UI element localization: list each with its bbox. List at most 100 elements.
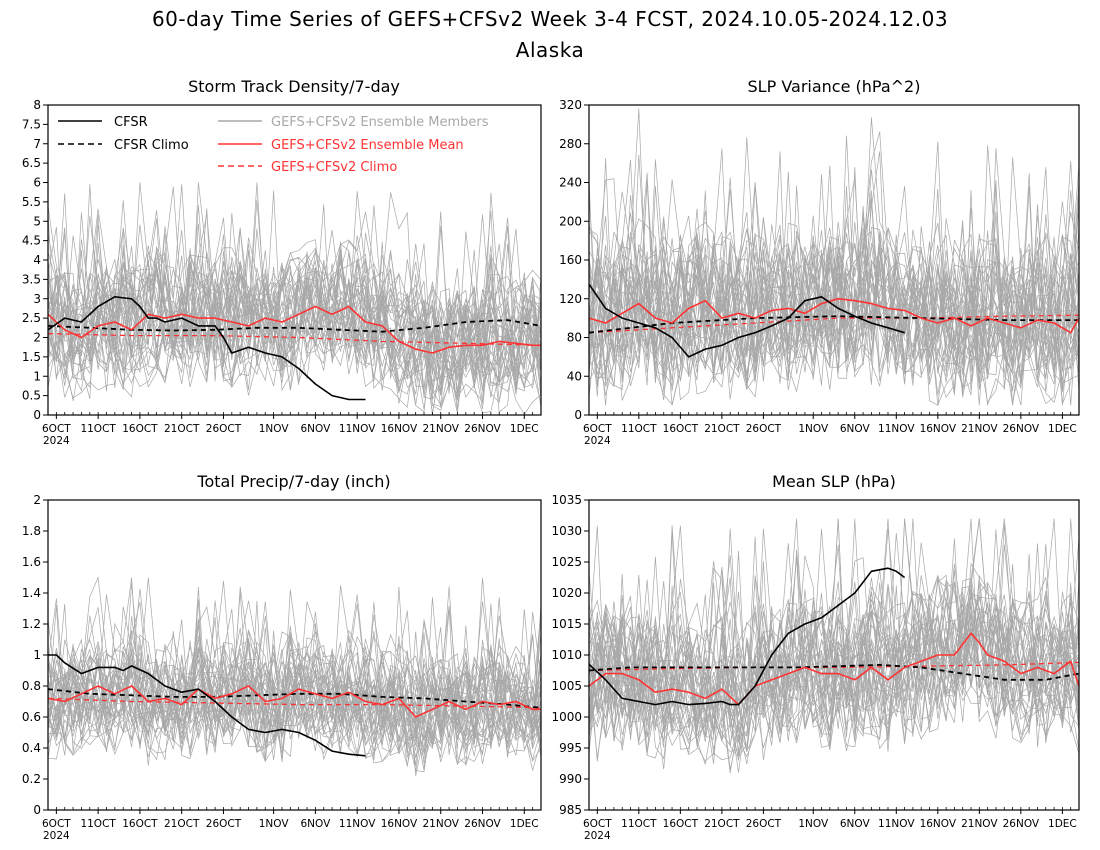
x-tick-label: 1NOV bbox=[798, 423, 829, 435]
y-tick-label: 2 bbox=[33, 331, 41, 345]
y-tick-label: 3 bbox=[33, 292, 41, 306]
x-tick-label: 21OCT bbox=[164, 818, 200, 830]
x-tick-label: 26NOV bbox=[464, 423, 501, 435]
x-tick-label: 26NOV bbox=[1003, 423, 1040, 435]
x-tick-label: 6NOV bbox=[840, 818, 871, 830]
series-ens-mean bbox=[588, 297, 1080, 334]
ensemble-member-line bbox=[588, 216, 1080, 385]
x-year-label: 2024 bbox=[584, 435, 611, 447]
ensemble-member-line bbox=[588, 555, 1080, 773]
y-tick-label: 1035 bbox=[551, 493, 582, 507]
y-tick-label: 985 bbox=[559, 803, 582, 817]
y-tick-label: 990 bbox=[559, 772, 582, 786]
ensemble-member-line bbox=[47, 182, 542, 379]
x-tick-label: 1NOV bbox=[259, 423, 290, 435]
x-tick-label: 6OCT bbox=[583, 818, 612, 830]
x-tick-label: 11OCT bbox=[621, 818, 657, 830]
x-tick-label: 1DEC bbox=[510, 423, 539, 435]
panel-title: Total Precip/7-day (inch) bbox=[196, 472, 390, 491]
y-tick-label: 320 bbox=[559, 98, 582, 112]
x-tick-label: 1DEC bbox=[1048, 423, 1077, 435]
ensemble-member-line bbox=[47, 200, 542, 394]
plot-area: 0 0.5 1 1.5 2 2.5 3 3.5 4 4.5 5 5.5 6 6.5 7 7.5 8 6OCT 11O… bbox=[22, 98, 542, 447]
ensemble-member-line bbox=[47, 582, 542, 755]
plot-area: 0 40 80 120 160 200 240 280 320 6OCT 11OCT 16OCT 21O… bbox=[559, 98, 1080, 447]
y-tick-label: 7.5 bbox=[22, 117, 41, 131]
x-tick-label: 1DEC bbox=[1048, 818, 1077, 830]
y-tick-label: 1 bbox=[33, 369, 41, 383]
y-tick-label: 5.5 bbox=[22, 195, 41, 209]
x-tick-label: 21NOV bbox=[422, 818, 459, 830]
y-tick-label: 1.4 bbox=[22, 586, 41, 600]
x-year-label: 2024 bbox=[43, 830, 70, 842]
y-tick-label: 1000 bbox=[551, 710, 582, 724]
series-cfsr-climo bbox=[47, 688, 542, 709]
x-tick-label: 16OCT bbox=[663, 423, 699, 435]
y-tick-label: 1010 bbox=[551, 648, 582, 662]
x-tick-label: 16OCT bbox=[122, 423, 158, 435]
x-tick-label: 26NOV bbox=[1003, 818, 1040, 830]
ensemble-member-line bbox=[588, 518, 1080, 709]
y-tick-label: 1025 bbox=[551, 555, 582, 569]
y-tick-label: 280 bbox=[559, 137, 582, 151]
x-tick-label: 26NOV bbox=[464, 818, 501, 830]
ensemble-member-line bbox=[48, 658, 542, 758]
ensemble-member-line bbox=[47, 253, 542, 389]
y-tick-label: 0.8 bbox=[22, 679, 41, 693]
ensemble-member-line bbox=[588, 518, 1080, 765]
series-ens-mean bbox=[47, 685, 541, 718]
x-tick-label: 11NOV bbox=[339, 818, 376, 830]
series-cfsr bbox=[47, 295, 366, 401]
x-tick-label: 1NOV bbox=[798, 818, 829, 830]
ensemble-member-line bbox=[47, 262, 542, 405]
legend-label-gefs-climo: GEFS+CFSv2 Climo bbox=[271, 160, 397, 175]
ensemble-member-line bbox=[47, 229, 542, 385]
series-cfsr bbox=[588, 283, 905, 358]
y-tick-label: 6 bbox=[33, 176, 41, 190]
ensemble-member-line bbox=[588, 557, 1080, 717]
panel-title: SLP Variance (hPa^2) bbox=[748, 77, 921, 96]
x-year-label: 2024 bbox=[584, 830, 611, 842]
ensemble-member-line bbox=[47, 606, 542, 731]
ensemble-member-line bbox=[47, 670, 542, 776]
ensemble-members bbox=[588, 518, 1080, 774]
figure-title: 60-day Time Series of GEFS+CFSv2 Week 3-… bbox=[152, 7, 948, 31]
ensemble-member-line bbox=[588, 137, 1080, 379]
y-tick-label: 3.5 bbox=[22, 272, 41, 286]
x-tick-label: 26OCT bbox=[206, 818, 242, 830]
panel-mean-slp: Mean SLP (hPa) 985 990 995 1000 1005 1010 1015… bbox=[551, 472, 1080, 842]
legend-label-cfsr: CFSR bbox=[114, 115, 148, 130]
ensemble-member-line bbox=[47, 633, 542, 760]
figure-subtitle: Alaska bbox=[516, 38, 584, 62]
y-tick-label: 0.4 bbox=[22, 741, 41, 755]
series-ens-mean bbox=[47, 305, 541, 354]
ensemble-member-line bbox=[47, 605, 542, 756]
y-tick-label: 1 bbox=[33, 648, 41, 662]
series-gefs-climo bbox=[588, 314, 1080, 334]
x-tick-label: 6NOV bbox=[300, 423, 331, 435]
y-tick-label: 2 bbox=[33, 493, 41, 507]
y-tick-label: 1.5 bbox=[22, 350, 41, 364]
y-tick-label: 1005 bbox=[551, 679, 582, 693]
x-tick-label: 16NOV bbox=[381, 423, 418, 435]
ensemble-member-line bbox=[47, 205, 542, 378]
ensemble-member-line bbox=[47, 230, 542, 407]
series-gefs-climo bbox=[588, 661, 1080, 672]
ensemble-member-line bbox=[588, 260, 1080, 403]
y-tick-label: 1.8 bbox=[22, 524, 41, 538]
x-tick-label: 16NOV bbox=[920, 423, 957, 435]
x-tick-label: 16OCT bbox=[122, 818, 158, 830]
y-tick-label: 8 bbox=[33, 98, 41, 112]
x-tick-label: 11OCT bbox=[621, 423, 657, 435]
x-tick-label: 26OCT bbox=[746, 818, 782, 830]
y-tick-label: 7 bbox=[33, 137, 41, 151]
y-tick-label: 0 bbox=[33, 803, 41, 817]
x-tick-label: 11NOV bbox=[878, 423, 915, 435]
y-tick-label: 80 bbox=[567, 331, 582, 345]
y-tick-label: 1.6 bbox=[22, 555, 41, 569]
x-tick-label: 26OCT bbox=[206, 423, 242, 435]
legend-label-ens-mean: GEFS+CFSv2 Ensemble Mean bbox=[271, 138, 464, 153]
ensemble-member-line bbox=[47, 632, 542, 751]
panel-slp-variance: SLP Variance (hPa^2) 0 40 80 120 160 200 240 28… bbox=[559, 77, 1080, 447]
